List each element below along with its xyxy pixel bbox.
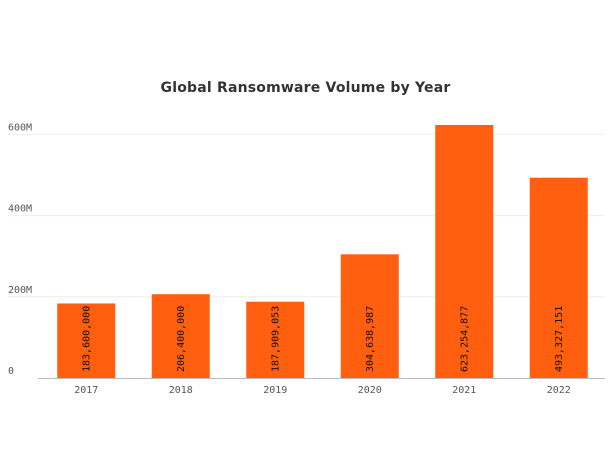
y-tick-label: 0 xyxy=(8,366,14,377)
bar-2019 xyxy=(246,301,305,378)
gridlines xyxy=(8,133,605,298)
x-tick-label: 2021 xyxy=(452,385,476,396)
data-label: 623,254,877 xyxy=(459,306,470,372)
x-tick-label: 2018 xyxy=(169,385,193,396)
y-tick-label: 200M xyxy=(8,285,32,296)
bar-2022 xyxy=(529,177,588,378)
bar-2017 xyxy=(57,303,116,378)
bars xyxy=(57,124,588,378)
data-label: 183,600,000 xyxy=(81,306,92,372)
bar-2021 xyxy=(435,124,494,378)
data-label: 493,327,151 xyxy=(554,306,565,372)
y-tick-label: 600M xyxy=(8,122,32,133)
chart-title: Global Ransomware Volume by Year xyxy=(160,80,451,96)
data-labels: 183,600,000 206,400,000 187,909,053 304,638… xyxy=(81,306,565,372)
x-tick-label: 2022 xyxy=(547,385,571,396)
x-tick-label: 2020 xyxy=(358,385,382,396)
bar-2018 xyxy=(151,294,210,378)
axes: 0 200M 400M 600M 2017 2018 2019 2020 2021 2022 xyxy=(8,122,605,396)
y-tick-label: 400M xyxy=(8,204,32,215)
data-label: 206,400,000 xyxy=(176,306,187,372)
x-tick-label: 2019 xyxy=(263,385,287,396)
data-label: 304,638,987 xyxy=(365,306,376,372)
data-label: 187,909,053 xyxy=(270,306,281,372)
x-tick-label: 2017 xyxy=(74,385,98,396)
bar-2020 xyxy=(340,254,399,378)
